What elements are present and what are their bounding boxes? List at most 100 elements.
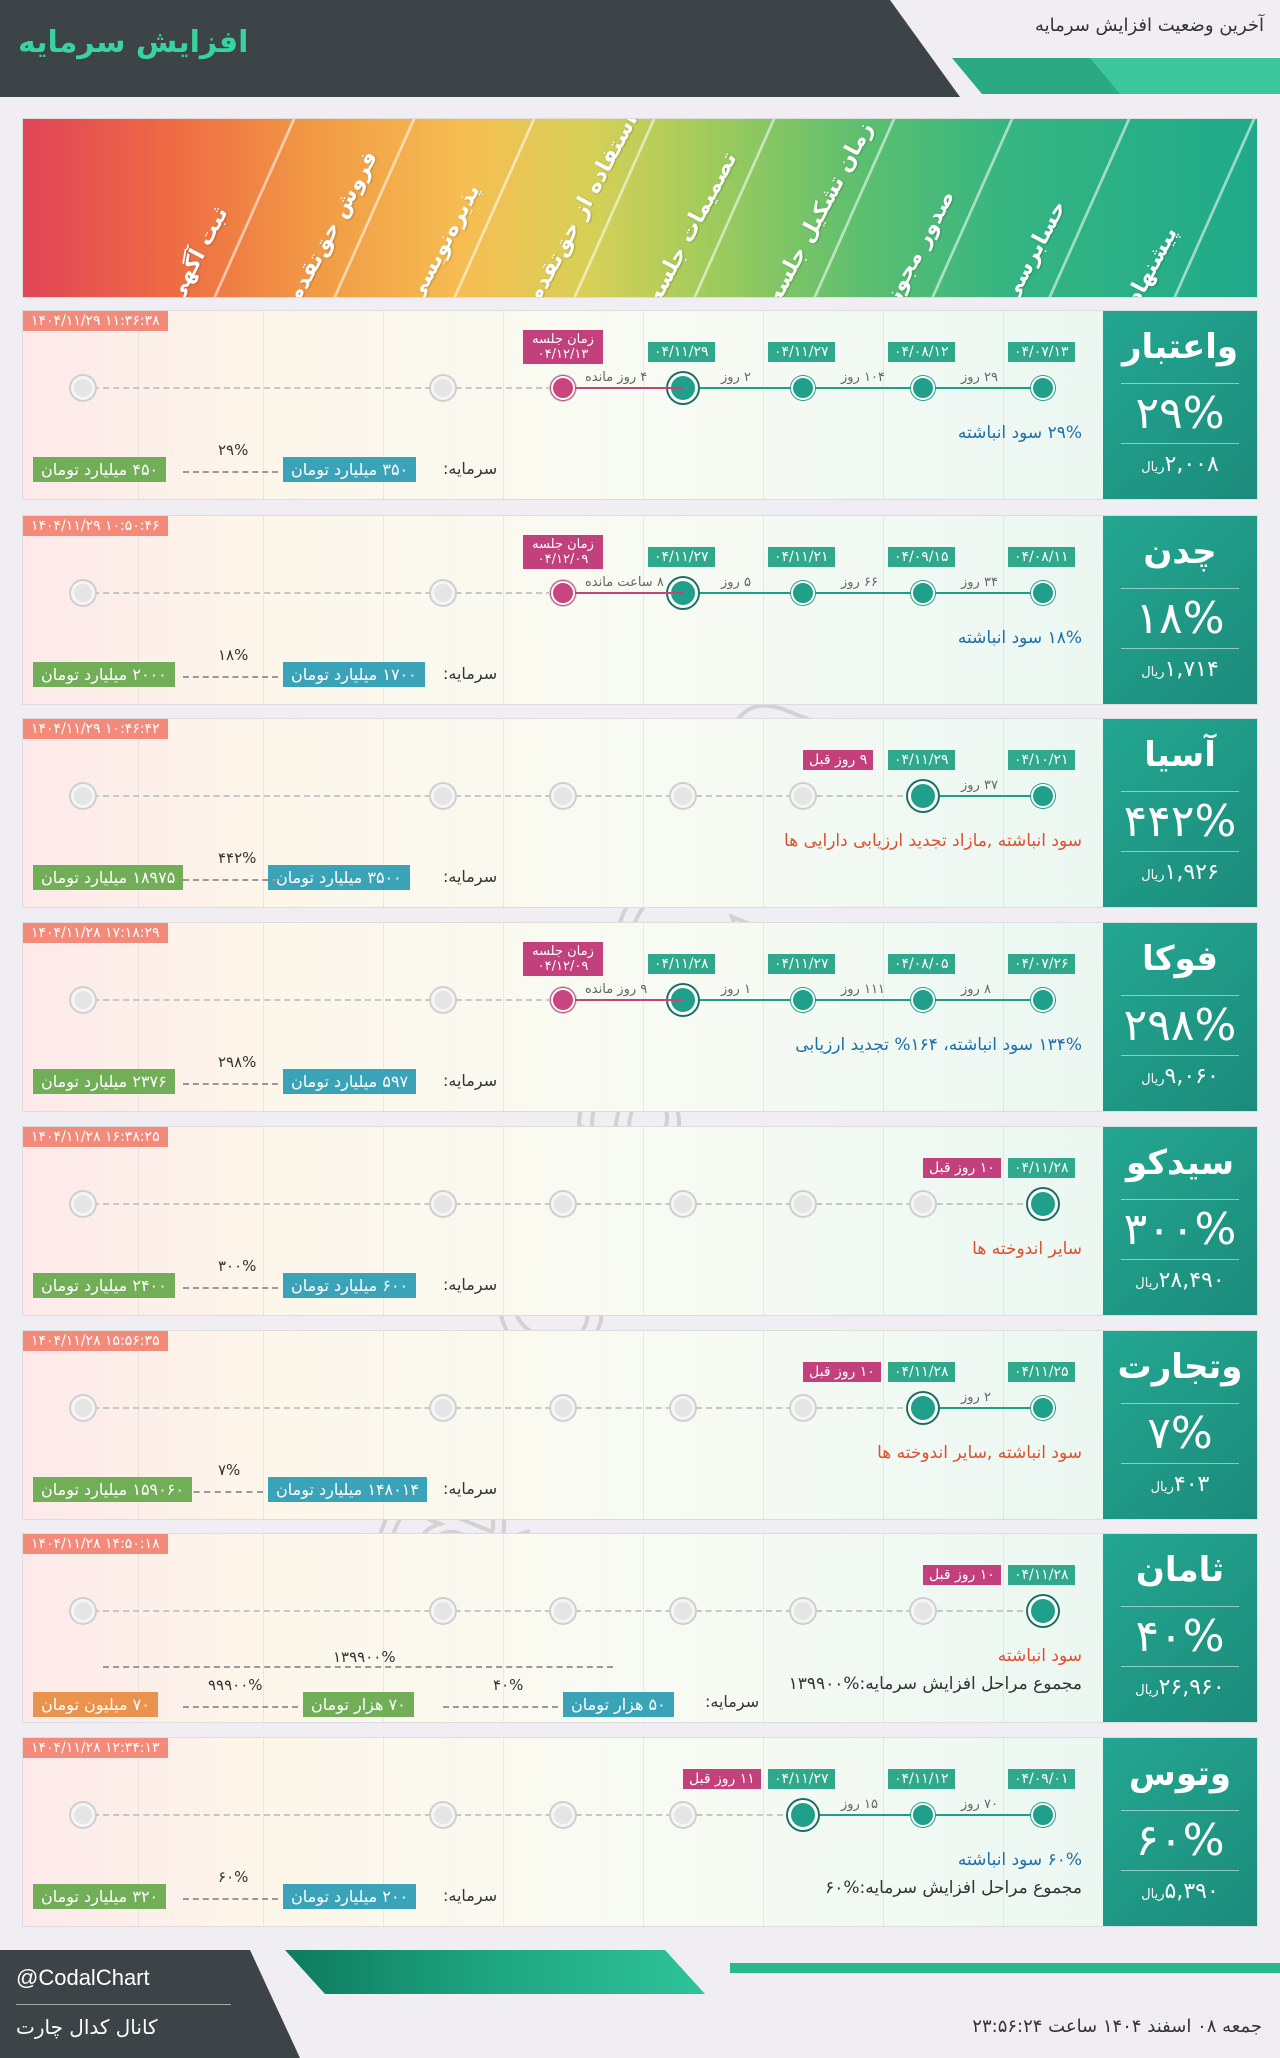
price-unit: ریال bbox=[1141, 1887, 1165, 1902]
stage-date: ۰۴/۱۱/۲۹ bbox=[888, 750, 955, 770]
capital-arrow bbox=[183, 1898, 278, 1900]
stage-dot[interactable] bbox=[911, 1803, 935, 1827]
grid-line bbox=[263, 1331, 264, 1519]
meeting-dot[interactable] bbox=[551, 376, 575, 400]
current-capital: ۱۷۰۰ میلیارد تومان bbox=[283, 662, 425, 687]
timeline-future bbox=[83, 999, 683, 1001]
pending-stage-dot bbox=[791, 1192, 815, 1216]
stock-symbol[interactable]: وتجارت bbox=[1117, 1347, 1243, 1387]
stage-dot[interactable] bbox=[791, 376, 815, 400]
price-unit: ریال bbox=[1141, 1072, 1165, 1087]
stock-summary: فوکا ۲۹۸% ۹,۰۶۰ریال bbox=[1103, 923, 1257, 1111]
grid-line bbox=[383, 1127, 384, 1315]
total-arrow bbox=[103, 1666, 613, 1668]
current-capital: ۵۰ هزار تومان bbox=[563, 1692, 674, 1717]
capital-source: سود انباشته ,سایر اندوخته ها bbox=[877, 1443, 1082, 1463]
pending-stage-dot bbox=[71, 1192, 95, 1216]
grid-line bbox=[263, 719, 264, 907]
stage-gap-days: ۱ روز bbox=[721, 982, 751, 997]
stage-dot[interactable] bbox=[908, 781, 938, 811]
meeting-countdown-line bbox=[563, 999, 683, 1001]
meeting-date: زمان جلسه ۰۴/۱۲/۰۹ bbox=[523, 535, 603, 569]
stock-card: ۱۴۰۴/۱۱/۲۸ ۱۶:۳۸:۲۵ سیدکو ۳۰۰% ۲۸,۴۹۰ریال ۰۴… bbox=[22, 1126, 1258, 1316]
stage-gap-days: ۸ روز bbox=[961, 982, 991, 997]
grid-line bbox=[503, 516, 504, 704]
stock-symbol[interactable]: فوکا bbox=[1141, 939, 1219, 979]
capital-label: سرمایه: bbox=[443, 1275, 498, 1294]
footer-stripe bbox=[285, 1950, 705, 1994]
grid-line bbox=[503, 1738, 504, 1926]
pending-stage-dot bbox=[551, 1396, 575, 1420]
stage-gap-days: ۳۷ روز bbox=[961, 778, 998, 793]
stage-dot[interactable] bbox=[1031, 376, 1055, 400]
stage-date: ۰۴/۱۱/۲۸ bbox=[888, 1362, 955, 1382]
meeting-dot[interactable] bbox=[551, 581, 575, 605]
header-stripe-2 bbox=[1090, 58, 1280, 94]
stage-dot[interactable] bbox=[788, 1800, 818, 1830]
stock-symbol[interactable]: ثامان bbox=[1135, 1550, 1225, 1590]
pending-stage-dot bbox=[71, 784, 95, 808]
grid-line bbox=[263, 1534, 264, 1722]
stage-dot[interactable] bbox=[791, 581, 815, 605]
stage-dot[interactable] bbox=[1028, 1189, 1058, 1219]
stage-dot[interactable] bbox=[1031, 988, 1055, 1012]
stage-dot[interactable] bbox=[911, 988, 935, 1012]
grid-line bbox=[383, 1738, 384, 1926]
stock-symbol[interactable]: واعتبار bbox=[1121, 327, 1239, 367]
stage-dot[interactable] bbox=[911, 376, 935, 400]
price-value: ۲۶,۹۶۰ bbox=[1158, 1675, 1225, 1700]
grid-line bbox=[138, 1738, 139, 1926]
footer-handle[interactable]: @CodalChart bbox=[16, 1965, 150, 1990]
capital-label: سرمایه: bbox=[443, 664, 498, 683]
grid-line bbox=[503, 1127, 504, 1315]
stock-symbol[interactable]: آسیا bbox=[1144, 735, 1216, 775]
grid-line bbox=[1003, 1331, 1004, 1519]
stock-summary: وتجارت ۷% ۴۰۳ریال bbox=[1103, 1331, 1257, 1519]
grid-line bbox=[763, 1127, 764, 1315]
grid-line bbox=[883, 1331, 884, 1519]
footer-date: جمعه ۰۸ اسفند ۱۴۰۴ ساعت ۲۳:۵۶:۲۴ bbox=[972, 2016, 1262, 2037]
stock-symbol[interactable]: سیدکو bbox=[1125, 1143, 1235, 1183]
capital-source: سایر اندوخته ها bbox=[972, 1239, 1082, 1259]
timeline-line bbox=[683, 592, 1043, 594]
current-capital: ۶۰۰ میلیارد تومان bbox=[283, 1273, 417, 1298]
stage-label: استفاده از حق‌تقدم bbox=[521, 118, 643, 298]
stock-price: ۲۶,۹۶۰ریال bbox=[1103, 1675, 1257, 1700]
stock-card: ۱۴۰۴/۱۱/۲۸ ۱۷:۱۸:۲۹ فوکا ۲۹۸% ۹,۰۶۰ریال ۰۴/۰… bbox=[22, 922, 1258, 1112]
days-ago-badge: ۱۰ روز قبل bbox=[923, 1158, 1001, 1178]
stage-dot[interactable] bbox=[791, 988, 815, 1012]
stock-card: ۱۴۰۴/۱۱/۲۹ ۱۰:۵۰:۴۶ چدن ۱۸% ۱,۷۱۴ریال ۰۴/۰۸/… bbox=[22, 515, 1258, 705]
step-percent: ۹۹۹۰۰% bbox=[208, 1676, 263, 1694]
pending-stage-dot bbox=[671, 1599, 695, 1623]
meeting-countdown-line bbox=[563, 592, 683, 594]
stock-summary: چدن ۱۸% ۱,۷۱۴ریال bbox=[1103, 516, 1257, 704]
grid-line bbox=[1003, 311, 1004, 499]
increase-percent: ۳۰۰% bbox=[1121, 1199, 1239, 1260]
grid-line bbox=[503, 719, 504, 907]
meeting-dot[interactable] bbox=[551, 988, 575, 1012]
capital-arrow bbox=[443, 1706, 558, 1708]
capital-arrow bbox=[183, 1083, 278, 1085]
price-unit: ریال bbox=[1135, 1276, 1159, 1291]
new-capital: ۳۲۰ میلیارد تومان bbox=[33, 1884, 167, 1909]
stage-dot[interactable] bbox=[1031, 581, 1055, 605]
pending-stage-dot bbox=[71, 988, 95, 1012]
stage-dot[interactable] bbox=[1031, 1803, 1055, 1827]
stage-dot[interactable] bbox=[1028, 1596, 1058, 1626]
timeline-future bbox=[83, 1407, 923, 1409]
price-unit: ریال bbox=[1135, 1683, 1159, 1698]
timeline-line bbox=[683, 999, 1043, 1001]
stage-dot[interactable] bbox=[1031, 784, 1055, 808]
meeting-date: زمان جلسه ۰۴/۱۲/۱۳ bbox=[523, 330, 603, 364]
stage-dot[interactable] bbox=[908, 1393, 938, 1423]
pending-stage-dot bbox=[71, 1396, 95, 1420]
capital-label: سرمایه: bbox=[443, 867, 498, 886]
stage-label: پیشنهاد bbox=[1121, 222, 1183, 298]
page-title: افزایش سرمایه bbox=[18, 25, 249, 60]
stage-dot[interactable] bbox=[1031, 1396, 1055, 1420]
grid-line bbox=[1003, 719, 1004, 907]
stage-dot[interactable] bbox=[911, 581, 935, 605]
stage-date: ۰۴/۱۱/۲۷ bbox=[768, 342, 835, 362]
stock-symbol[interactable]: چدن bbox=[1143, 532, 1217, 572]
stock-symbol[interactable]: وتوس bbox=[1128, 1754, 1232, 1794]
